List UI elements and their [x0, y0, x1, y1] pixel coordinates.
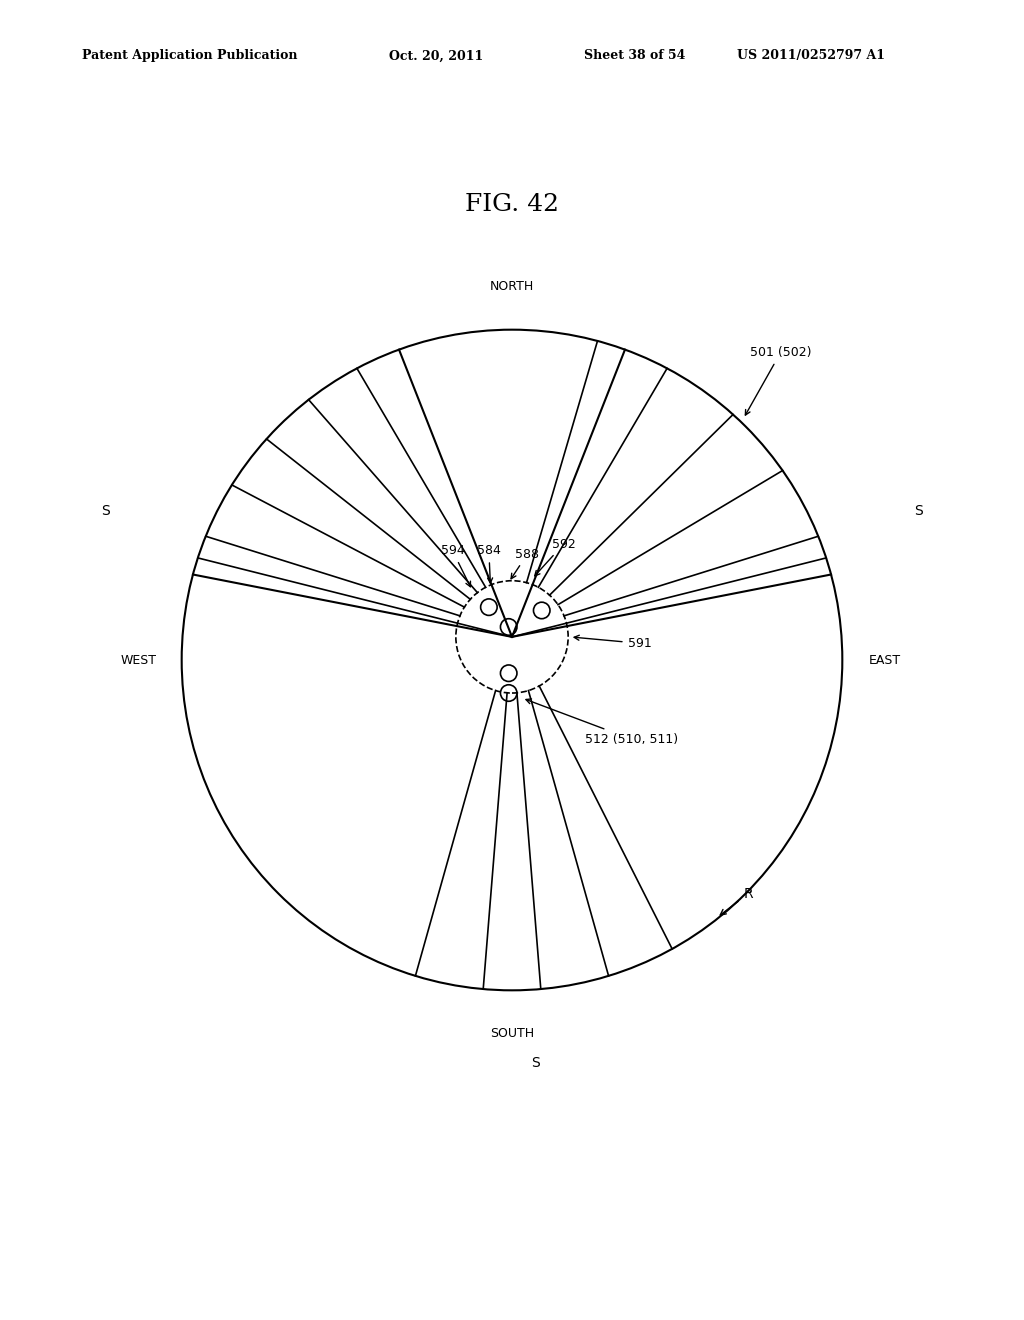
Text: Sheet 38 of 54: Sheet 38 of 54 — [584, 49, 685, 62]
Text: SOUTH: SOUTH — [489, 1027, 535, 1040]
Text: 584: 584 — [477, 544, 501, 583]
Text: US 2011/0252797 A1: US 2011/0252797 A1 — [737, 49, 886, 62]
Text: WEST: WEST — [121, 653, 157, 667]
Text: R: R — [720, 887, 753, 915]
Text: 594: 594 — [440, 544, 470, 587]
Text: 501 (502): 501 (502) — [745, 346, 811, 414]
Text: Patent Application Publication: Patent Application Publication — [82, 49, 297, 62]
Text: NORTH: NORTH — [489, 280, 535, 293]
Text: 588: 588 — [511, 548, 540, 578]
Text: 592: 592 — [535, 537, 575, 576]
Text: Oct. 20, 2011: Oct. 20, 2011 — [389, 49, 483, 62]
Text: 512 (510, 511): 512 (510, 511) — [526, 698, 678, 746]
Text: S: S — [914, 504, 923, 519]
Text: EAST: EAST — [869, 653, 901, 667]
Text: FIG. 42: FIG. 42 — [465, 193, 559, 215]
Text: S: S — [101, 504, 110, 519]
Text: S: S — [530, 1056, 540, 1071]
Text: 591: 591 — [574, 635, 651, 649]
